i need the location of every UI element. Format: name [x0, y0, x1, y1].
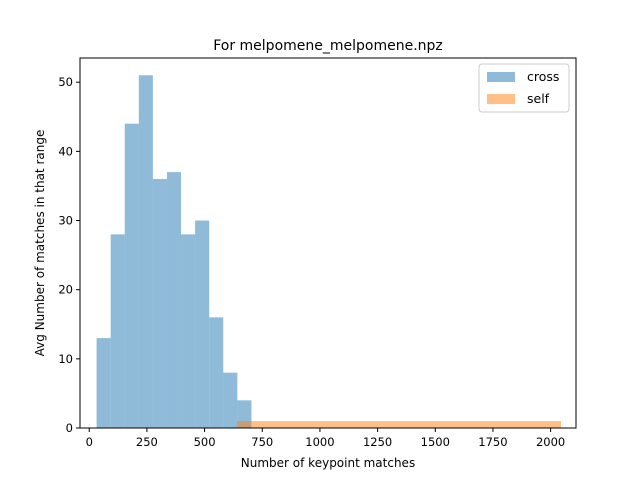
cross-bar — [209, 317, 224, 428]
x-tick-label: 1500 — [421, 435, 450, 449]
x-tick-label: 0 — [86, 435, 93, 449]
y-tick-label: 10 — [58, 352, 73, 366]
x-tick-label: 1250 — [363, 435, 392, 449]
y-tick-label: 30 — [58, 214, 73, 228]
self-bar — [236, 421, 562, 428]
cross-bar — [138, 75, 153, 428]
x-tick-label: 1000 — [305, 435, 334, 449]
x-tick-label: 2000 — [536, 435, 565, 449]
cross-bar — [96, 338, 111, 428]
x-tick-label: 750 — [251, 435, 273, 449]
y-axis-label: Avg Number of matches in that range — [33, 130, 47, 357]
cross-bar — [110, 234, 125, 428]
y-tick-label: 50 — [58, 75, 73, 89]
chart-title: For melpomene_melpomene.npz — [213, 38, 443, 54]
legend-label-self: self — [527, 91, 550, 106]
cross-bar — [223, 372, 238, 428]
x-tick-label: 250 — [136, 435, 158, 449]
cross-bar — [166, 172, 182, 428]
y-tick-label: 40 — [58, 144, 73, 158]
x-axis-label: Number of keypoint matches — [241, 456, 415, 470]
legend-swatch-self — [487, 94, 515, 104]
legend-label-cross: cross — [527, 69, 559, 84]
y-tick-label: 0 — [66, 421, 73, 435]
bars-layer — [96, 75, 562, 429]
y-tick-label: 20 — [58, 283, 73, 297]
x-axis-ticks: 0 250 500 750 1000 1250 1500 1750 2000 — [86, 428, 565, 449]
cross-bar — [195, 220, 210, 428]
cross-bar — [181, 234, 196, 428]
cross-bar — [124, 123, 139, 429]
legend-swatch-cross — [487, 72, 515, 82]
x-tick-label: 500 — [194, 435, 216, 449]
x-tick-label: 1750 — [478, 435, 507, 449]
cross-bar — [152, 179, 167, 428]
legend: cross self — [478, 63, 570, 113]
plot-frame — [79, 57, 577, 429]
y-axis-ticks: 0 10 20 30 40 50 — [58, 75, 80, 435]
